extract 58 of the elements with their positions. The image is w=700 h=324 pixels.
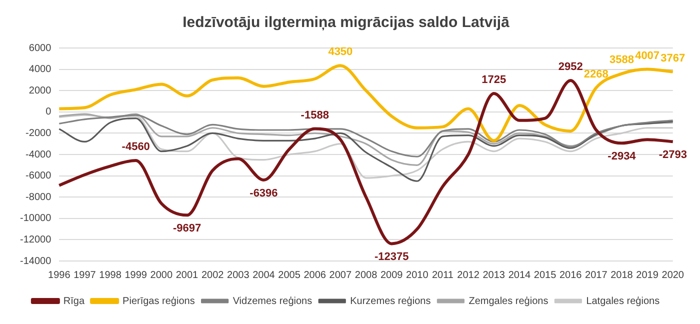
x-tick-label: 2002	[201, 270, 224, 281]
x-tick-label: 1999	[124, 270, 148, 281]
data-label: -9697	[172, 222, 202, 235]
x-tick-label: 2003	[227, 270, 250, 281]
x-tick-label: 2013	[482, 270, 506, 281]
x-tick-label: 2014	[508, 270, 531, 281]
y-tick-label: -2000	[26, 128, 52, 139]
x-tick-label: 2009	[380, 270, 404, 281]
x-tick-label: 2001	[176, 270, 199, 281]
y-tick-label: -12000	[20, 234, 52, 246]
x-tick-label: 1997	[74, 270, 96, 281]
x-tick-label: 2019	[636, 270, 659, 281]
y-tick-label: 2000	[28, 85, 52, 96]
y-tick-label: 0	[46, 106, 52, 118]
data-label: 4350	[328, 46, 353, 58]
data-label: -1588	[300, 109, 329, 122]
y-tick-label: -8000	[26, 192, 52, 203]
x-tick-label: 2005	[278, 270, 301, 281]
y-tick-label: -10000	[20, 213, 52, 224]
data-label: -2793	[658, 149, 687, 162]
x-tick-label: 2006	[304, 270, 326, 281]
legend-label: Vidzemes reģions	[232, 296, 312, 307]
x-tick-label: 2016	[559, 270, 582, 281]
x-tick-label: 2015	[534, 270, 557, 281]
legend-label: Rīga	[63, 296, 85, 307]
x-tick-label: 2004	[252, 270, 276, 281]
x-tick-label: 2000	[150, 270, 173, 281]
x-tick-label: 1996	[48, 270, 71, 281]
legend-label: Kurzemes reģions	[350, 296, 431, 307]
x-tick-label: 1998	[99, 270, 122, 281]
x-tick-label: 2010	[406, 270, 429, 281]
legend-label: Pierīgas reģions	[122, 296, 195, 307]
x-tick-label: 2018	[610, 270, 634, 281]
x-tick-label: 2012	[457, 270, 480, 281]
legend-label: Zemgales reģions	[468, 296, 548, 307]
y-tick-label: -14000	[20, 256, 52, 267]
data-label: 2952	[558, 60, 583, 73]
y-tick-label: -4000	[26, 149, 52, 160]
x-tick-label: 2011	[432, 270, 454, 281]
chart-title: Iedzīvotāju ilgtermiņa migrācijas saldo Latvijā	[182, 14, 510, 32]
data-label: 2268	[584, 68, 608, 80]
x-tick-label: 2020	[662, 270, 684, 281]
y-tick-label: 6000	[28, 42, 52, 54]
data-label: 4007	[635, 50, 660, 62]
data-label: 1725	[482, 74, 506, 86]
data-label: -2934	[608, 150, 637, 163]
x-tick-label: 2017	[585, 270, 608, 281]
data-label: 3767	[660, 52, 686, 64]
x-tick-label: 2007	[329, 270, 352, 281]
data-label: -4560	[122, 140, 150, 153]
data-label: -12375	[374, 251, 409, 264]
data-label: -6396	[250, 188, 278, 200]
line-series	[58, 64, 674, 142]
x-tick-label: 2008	[354, 270, 378, 281]
y-tick-label: 4000	[28, 64, 52, 76]
y-tick-label: -6000	[26, 170, 52, 182]
legend-label: Latgales reģions	[586, 296, 660, 307]
data-label: 3588	[609, 54, 634, 66]
